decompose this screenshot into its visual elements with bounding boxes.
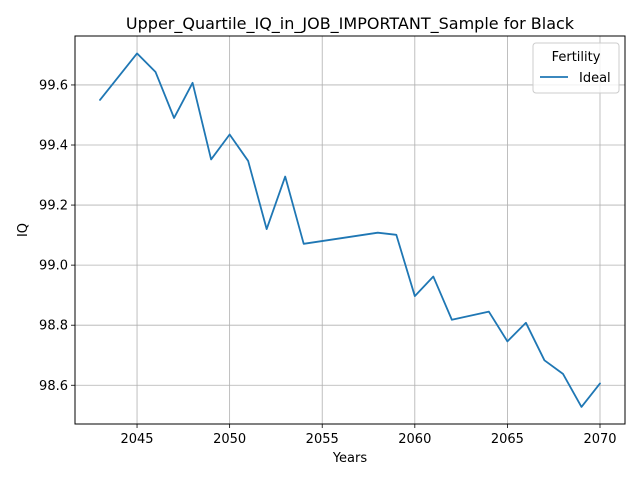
x-axis-ticks: 2045 2050 2055 2060 2065 2070	[120, 424, 617, 447]
series-layer	[99, 52, 601, 408]
y-tick-label: 99.4	[39, 139, 68, 154]
grid-lines	[75, 36, 625, 424]
y-tick-label: 98.8	[39, 319, 68, 334]
x-tick-label: 2060	[398, 432, 431, 447]
x-tick-label: 2045	[120, 432, 153, 447]
x-tick-label: 2055	[306, 432, 339, 447]
chart-title: Upper_Quartile_IQ_in_JOB_IMPORTANT_Sampl…	[126, 14, 575, 34]
series-line-ideal	[99, 52, 601, 408]
y-tick-label: 99.2	[39, 199, 68, 214]
y-tick-label: 98.6	[39, 379, 68, 394]
plot-frame	[74, 35, 626, 425]
x-tick-label: 2065	[491, 432, 524, 447]
legend-title: Fertility	[552, 50, 601, 65]
legend: Fertility Ideal	[532, 42, 620, 94]
y-tick-label: 99.6	[39, 78, 68, 93]
x-axis-label: Years	[332, 451, 368, 466]
legend-label-ideal: Ideal	[579, 71, 611, 86]
y-axis-label: IQ	[16, 223, 31, 237]
x-tick-label: 2070	[583, 432, 616, 447]
x-tick-label: 2050	[213, 432, 246, 447]
y-tick-label: 99.0	[39, 259, 68, 274]
legend-box	[532, 42, 620, 94]
y-axis-ticks: 98.6 98.8 99.0 99.2 99.4 99.6	[39, 78, 75, 394]
